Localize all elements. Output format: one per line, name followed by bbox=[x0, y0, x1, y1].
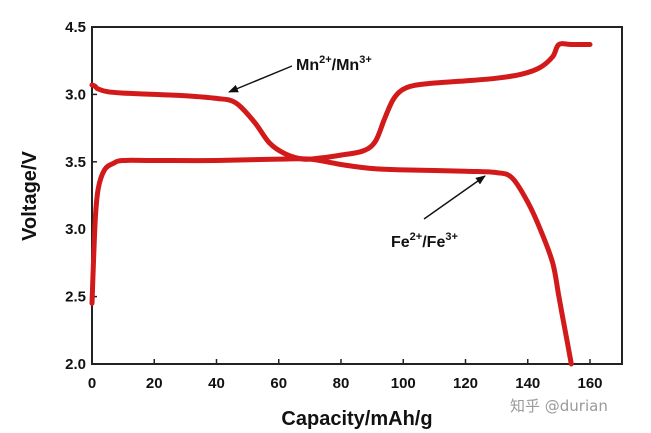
x-tick-label: 60 bbox=[270, 375, 287, 392]
y-tick-label: 3.0 bbox=[65, 221, 86, 238]
x-axis-tick-labels: 0 20 40 60 80 100 120 140 160 bbox=[88, 375, 603, 392]
x-tick-label: 20 bbox=[146, 375, 163, 392]
mn-annotation-label: Mn2+/Mn3+ bbox=[296, 54, 372, 74]
plot-frame bbox=[91, 26, 623, 365]
y-tick-label: 3.0 bbox=[65, 86, 86, 103]
series-line-discharge bbox=[89, 156, 574, 367]
x-tick-label: 140 bbox=[515, 375, 540, 392]
mn-annotation-arrow bbox=[228, 65, 293, 93]
x-tick-label: 80 bbox=[333, 375, 350, 392]
x-axis-ticks bbox=[91, 359, 591, 364]
y-tick-label: 4.5 bbox=[65, 19, 86, 36]
x-tick-label: 0 bbox=[88, 375, 96, 392]
y-tick-label: 2.0 bbox=[65, 356, 86, 373]
x-tick-label: 120 bbox=[453, 375, 478, 392]
series-layer bbox=[89, 41, 593, 367]
fe-annotation-arrow bbox=[423, 175, 486, 220]
watermark: 知乎 @durian bbox=[510, 397, 608, 415]
series-line-charge bbox=[89, 41, 593, 162]
x-tick-label: 40 bbox=[208, 375, 225, 392]
y-tick-label: 2.5 bbox=[65, 289, 86, 306]
y-axis-title: Voltage/V bbox=[19, 151, 41, 241]
fe-annotation-label: Fe2+/Fe3+ bbox=[391, 231, 458, 251]
x-tick-label: 100 bbox=[391, 375, 416, 392]
x-axis-title: Capacity/mAh/g bbox=[281, 408, 432, 430]
y-tick-label: 3.5 bbox=[65, 154, 86, 171]
y-axis-tick-labels: 2.0 2.5 3.0 3.5 3.0 4.5 bbox=[65, 19, 86, 373]
x-tick-label: 160 bbox=[577, 375, 602, 392]
